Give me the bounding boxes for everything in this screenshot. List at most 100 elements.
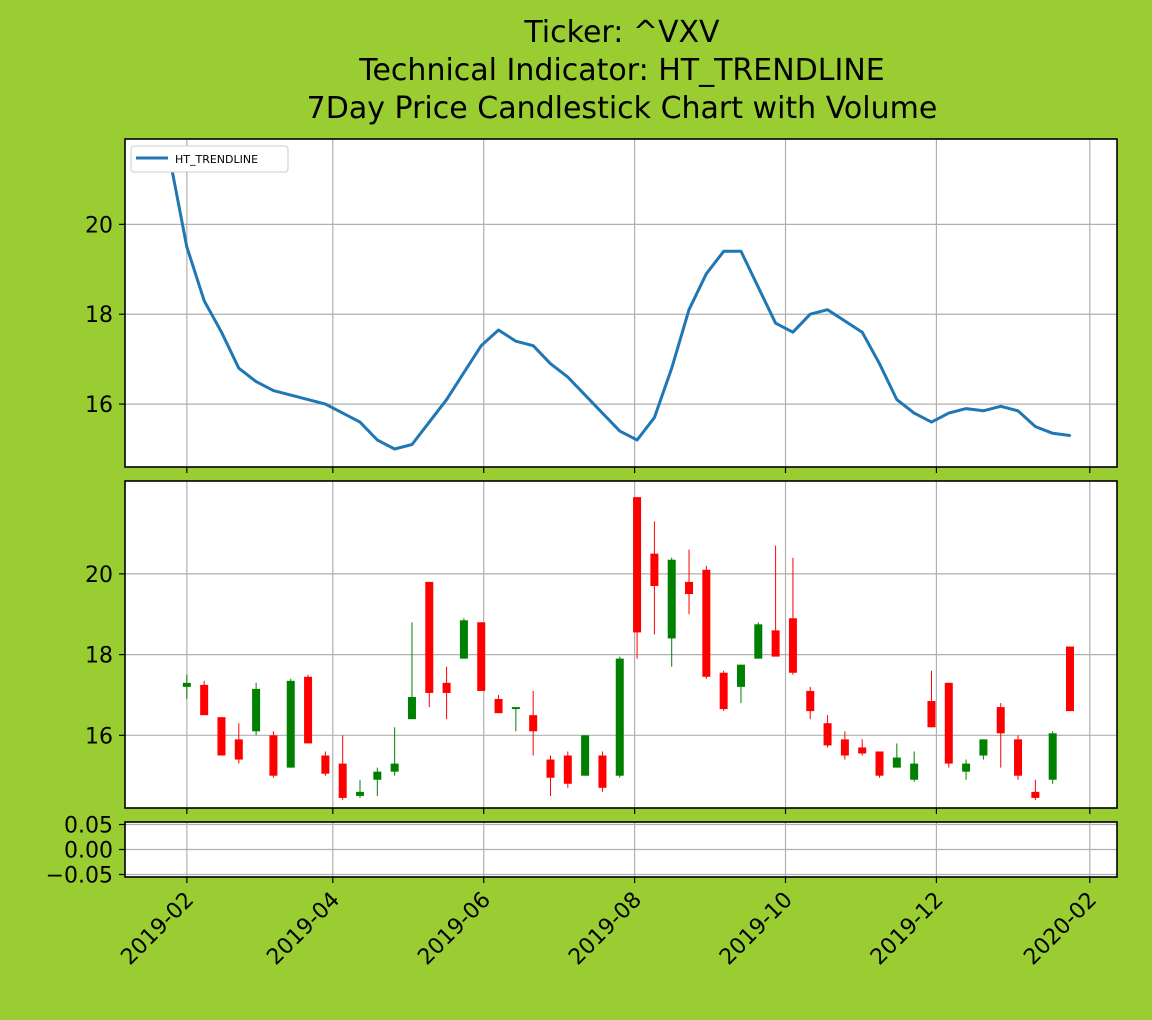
- candle-6: [286, 678, 295, 768]
- trendline-point-42: [895, 398, 899, 401]
- price-ytick-label-1: 18: [85, 644, 113, 669]
- trendline-point-5: [254, 380, 258, 383]
- trendline-point-2: [202, 299, 206, 302]
- trendline-point-7: [289, 393, 292, 397]
- candle-body-34: [771, 630, 780, 657]
- candle-16: [459, 618, 468, 659]
- candle-body-28: [667, 559, 676, 639]
- indicator-ytick-label-0: 16: [85, 393, 113, 418]
- indicator-ytick-label-1: 18: [85, 303, 113, 328]
- candle-body-13: [407, 696, 416, 720]
- candle-body-44: [944, 682, 953, 764]
- candle-body-9: [338, 763, 347, 798]
- trendline-point-37: [809, 313, 812, 316]
- candle-body-37: [823, 723, 832, 746]
- candle-body-50: [1048, 733, 1057, 780]
- volume-ytick-label-1: 0.00: [64, 839, 113, 864]
- candle-5: [269, 731, 278, 778]
- trendline-point-26: [618, 429, 621, 433]
- candle-body-47: [996, 707, 1005, 734]
- trendline-point-33: [739, 250, 743, 253]
- trendline-point-35: [774, 322, 777, 325]
- candle-body-14: [425, 581, 434, 693]
- trendline-point-51: [1051, 432, 1054, 435]
- candle-body-38: [840, 739, 849, 756]
- candle-21: [546, 755, 555, 796]
- candle-34: [771, 545, 780, 657]
- candle-body-33: [754, 624, 763, 659]
- candle-body-51: [1065, 646, 1074, 712]
- candle-49: [1031, 779, 1040, 800]
- candle-body-43: [927, 701, 936, 728]
- candle-14: [425, 581, 434, 708]
- candle-30: [702, 565, 711, 679]
- trendline-point-52: [1068, 434, 1072, 437]
- trendline-point-44: [930, 420, 933, 424]
- candle-27: [650, 521, 659, 635]
- candle-body-0: [182, 682, 191, 687]
- indicator-ytick-label-2: 20: [85, 213, 113, 238]
- trendline-point-18: [480, 344, 483, 347]
- candle-0: [182, 674, 191, 699]
- candle-40: [875, 751, 884, 778]
- candle-body-3: [234, 739, 243, 760]
- candle-24: [598, 751, 607, 792]
- trendline-point-17: [462, 371, 466, 374]
- candle-body-17: [477, 622, 486, 691]
- trendline-point-28: [653, 416, 656, 419]
- candle-body-5: [269, 735, 278, 776]
- candle-body-31: [719, 672, 728, 710]
- indicator-plot-area: [125, 139, 1117, 467]
- candle-46: [979, 739, 988, 760]
- volume-panel: 0.050.00−0.05: [46, 814, 1118, 889]
- candle-7: [304, 674, 313, 744]
- title-ticker: Ticker: ^VXV: [524, 15, 720, 50]
- candle-body-4: [252, 688, 261, 732]
- candle-3: [234, 723, 243, 764]
- candle-body-11: [373, 771, 382, 780]
- candle-26: [633, 497, 642, 659]
- candle-11: [373, 767, 382, 796]
- candle-37: [823, 715, 832, 748]
- indicator-border: [124, 138, 1118, 468]
- trendline-point-8: [306, 398, 310, 401]
- volume-ytick-label-0: 0.05: [64, 814, 113, 839]
- trendline-point-15: [428, 420, 431, 424]
- candle-body-29: [685, 581, 694, 595]
- candle-body-2: [217, 717, 226, 756]
- trendline-point-21: [531, 344, 535, 347]
- candle-8: [321, 751, 330, 776]
- candle-body-10: [356, 791, 365, 796]
- candle-45: [962, 759, 971, 780]
- candle-body-21: [546, 759, 555, 778]
- candle-20: [529, 690, 538, 756]
- trendline-point-34: [757, 286, 760, 289]
- volume-border: [124, 821, 1118, 878]
- candle-28: [667, 557, 676, 667]
- trendline-point-24: [583, 393, 587, 397]
- trendline-point-32: [722, 250, 725, 253]
- xtick-label-3: 2019-08: [564, 888, 647, 971]
- trendline-point-43: [912, 411, 916, 415]
- candle-25: [615, 656, 624, 778]
- candle-23: [581, 735, 590, 776]
- candle-4: [252, 682, 261, 736]
- candle-body-46: [979, 739, 988, 756]
- candle-15: [442, 666, 451, 720]
- trendline-point-19: [497, 328, 500, 332]
- candle-36: [806, 686, 815, 720]
- trendline-point-23: [566, 375, 570, 379]
- xtick-label-1: 2019-04: [262, 888, 345, 971]
- trendline-point-9: [324, 402, 327, 406]
- candle-18: [494, 694, 503, 714]
- candle-13: [407, 622, 416, 720]
- trendline-point-36: [791, 331, 795, 334]
- candle-body-18: [494, 699, 503, 714]
- candle-51: [1065, 646, 1074, 712]
- candle-body-26: [633, 497, 642, 633]
- candle-17: [477, 622, 486, 691]
- chart-title: Ticker: ^VXV Technical Indicator: HT_TRE…: [0, 14, 1152, 128]
- candle-body-35: [788, 618, 797, 673]
- indicator-panel: 16 18 20 HT_TRENDLINE: [85, 138, 1118, 473]
- trendline-point-10: [341, 411, 344, 415]
